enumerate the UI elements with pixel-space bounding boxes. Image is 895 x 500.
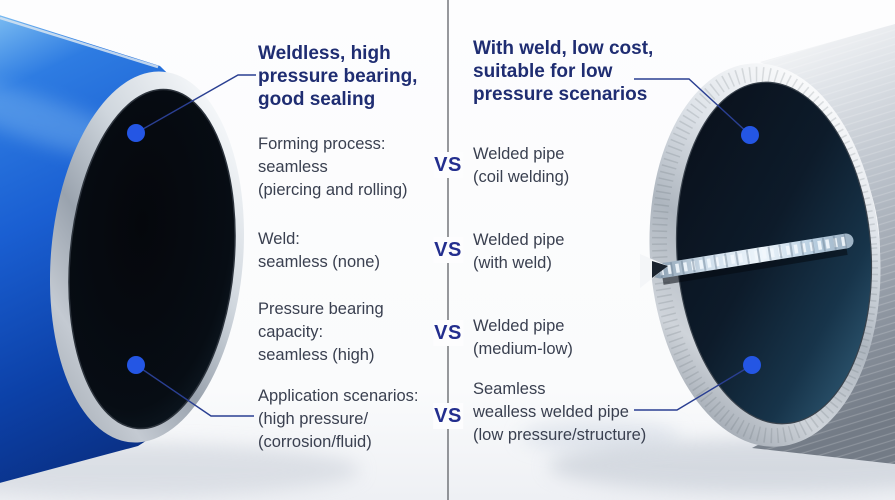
row-line: (coil welding) [473,168,570,186]
row-line: seamless (none) [258,253,380,271]
callout-dots [127,124,761,374]
row-line: capacity: [258,323,324,341]
right-pipe-heading-line: suitable for low [473,61,613,82]
callout-dot-left-top [127,124,145,142]
row-pressure-left: Pressure bearing capacity: seamless (hig… [258,298,384,367]
row-application-right: Seamless wealless welded pipe (low press… [473,378,646,447]
row-pressure-right: Welded pipe (medium-low) [473,315,573,361]
row-line: (medium-low) [473,340,573,358]
row-line: (piercing and rolling) [258,181,408,199]
seamless-pipe-interior [68,88,236,430]
callout-dot-left-bottom [127,356,145,374]
row-line: Pressure bearing [258,300,384,318]
callout-dot-right-bottom [743,356,761,374]
row-line: Welded pipe [473,145,565,163]
callout-line-right-bottom [634,364,753,411]
row-application-left: Application scenarios: (high pressure/ (… [258,385,419,454]
callout-lines [135,74,753,417]
vs-label-1: VS [433,152,463,178]
callout-line-right-top [634,78,751,136]
row-line: (high pressure/ [258,410,369,428]
left-pipe-heading-line: good sealing [258,89,376,110]
row-line: Application scenarios: [258,387,419,405]
row-line: Welded pipe [473,317,565,335]
seamless-pipe-illustration [0,15,244,483]
row-line: wealless welded pipe [473,403,629,421]
left-pipe-heading: Weldless, high pressure bearing, good se… [258,42,417,111]
weld-seam [652,233,854,285]
row-weld-left: Weld: seamless (none) [258,228,380,274]
vs-label-3: VS [433,320,463,346]
callout-line-left-bottom [135,364,254,417]
row-line: (low pressure/structure) [473,426,647,444]
row-line: (with weld) [473,254,552,272]
weld-notch [640,254,668,288]
row-line: seamless [258,158,328,176]
row-line: seamless (high) [258,346,375,364]
right-pipe-heading-line: With weld, low cost, [473,38,654,59]
left-pipe-heading-line: Weldless, high [258,43,391,64]
vs-label-2: VS [433,237,463,263]
right-pipe-heading: With weld, low cost, suitable for low pr… [473,37,653,106]
row-weld-right: Welded pipe (with weld) [473,229,564,275]
right-pipe-heading-line: pressure scenarios [473,84,648,105]
callout-dot-right-top [741,126,759,144]
row-forming-process-right: Welded pipe (coil welding) [473,143,569,189]
row-line: Seamless [473,380,546,398]
row-line: (corrosion/fluid) [258,433,372,451]
row-line: Forming process: [258,135,386,153]
row-line: Welded pipe [473,231,565,249]
row-line: Weld: [258,230,300,248]
left-pipe-heading-line: pressure bearing, [258,66,418,87]
row-forming-process-left: Forming process: seamless (piercing and … [258,133,408,202]
welded-pipe-illustration [640,24,895,464]
callout-line-left-top [135,74,256,134]
vs-label-4: VS [433,403,463,429]
